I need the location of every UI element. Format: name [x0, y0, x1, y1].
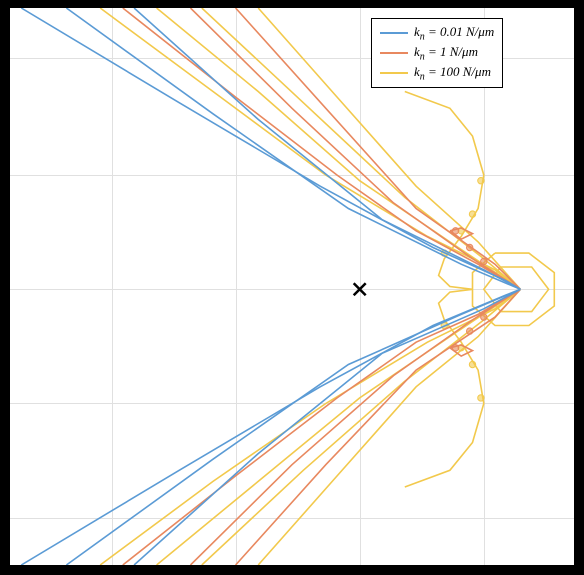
curve-yellow: [157, 289, 521, 565]
curve-blue: [21, 289, 520, 565]
marker-yellow: [469, 361, 475, 367]
curve-orange: [123, 289, 521, 565]
chart-container: kn = 0.01 N/μmkn = 1 N/μmkn = 100 N/μm: [0, 0, 584, 575]
marker-orange: [481, 314, 487, 320]
plot-area: kn = 0.01 N/μmkn = 1 N/μmkn = 100 N/μm: [10, 8, 574, 565]
marker-yellow: [478, 178, 484, 184]
marker-orange: [452, 228, 458, 234]
curve-yellow: [258, 289, 520, 565]
legend: kn = 0.01 N/μmkn = 1 N/μmkn = 100 N/μm: [371, 18, 503, 88]
legend-label: kn = 1 N/μm: [414, 44, 478, 63]
marker-yellow: [478, 395, 484, 401]
legend-row: kn = 1 N/μm: [380, 43, 494, 63]
marker-orange: [467, 244, 473, 250]
legend-swatch: [380, 32, 408, 34]
curve-yellow: [405, 289, 484, 487]
legend-swatch: [380, 72, 408, 74]
legend-label: kn = 100 N/μm: [414, 64, 491, 83]
legend-label: kn = 0.01 N/μm: [414, 24, 494, 43]
legend-row: kn = 0.01 N/μm: [380, 23, 494, 43]
curve-layer: [10, 8, 574, 565]
marker-yellow: [469, 211, 475, 217]
legend-row: kn = 100 N/μm: [380, 63, 494, 83]
legend-swatch: [380, 52, 408, 54]
curve-blue: [134, 289, 520, 565]
marker-orange: [467, 328, 473, 334]
marker-orange: [481, 258, 487, 264]
curve-yellow: [405, 92, 484, 290]
marker-orange: [452, 345, 458, 351]
